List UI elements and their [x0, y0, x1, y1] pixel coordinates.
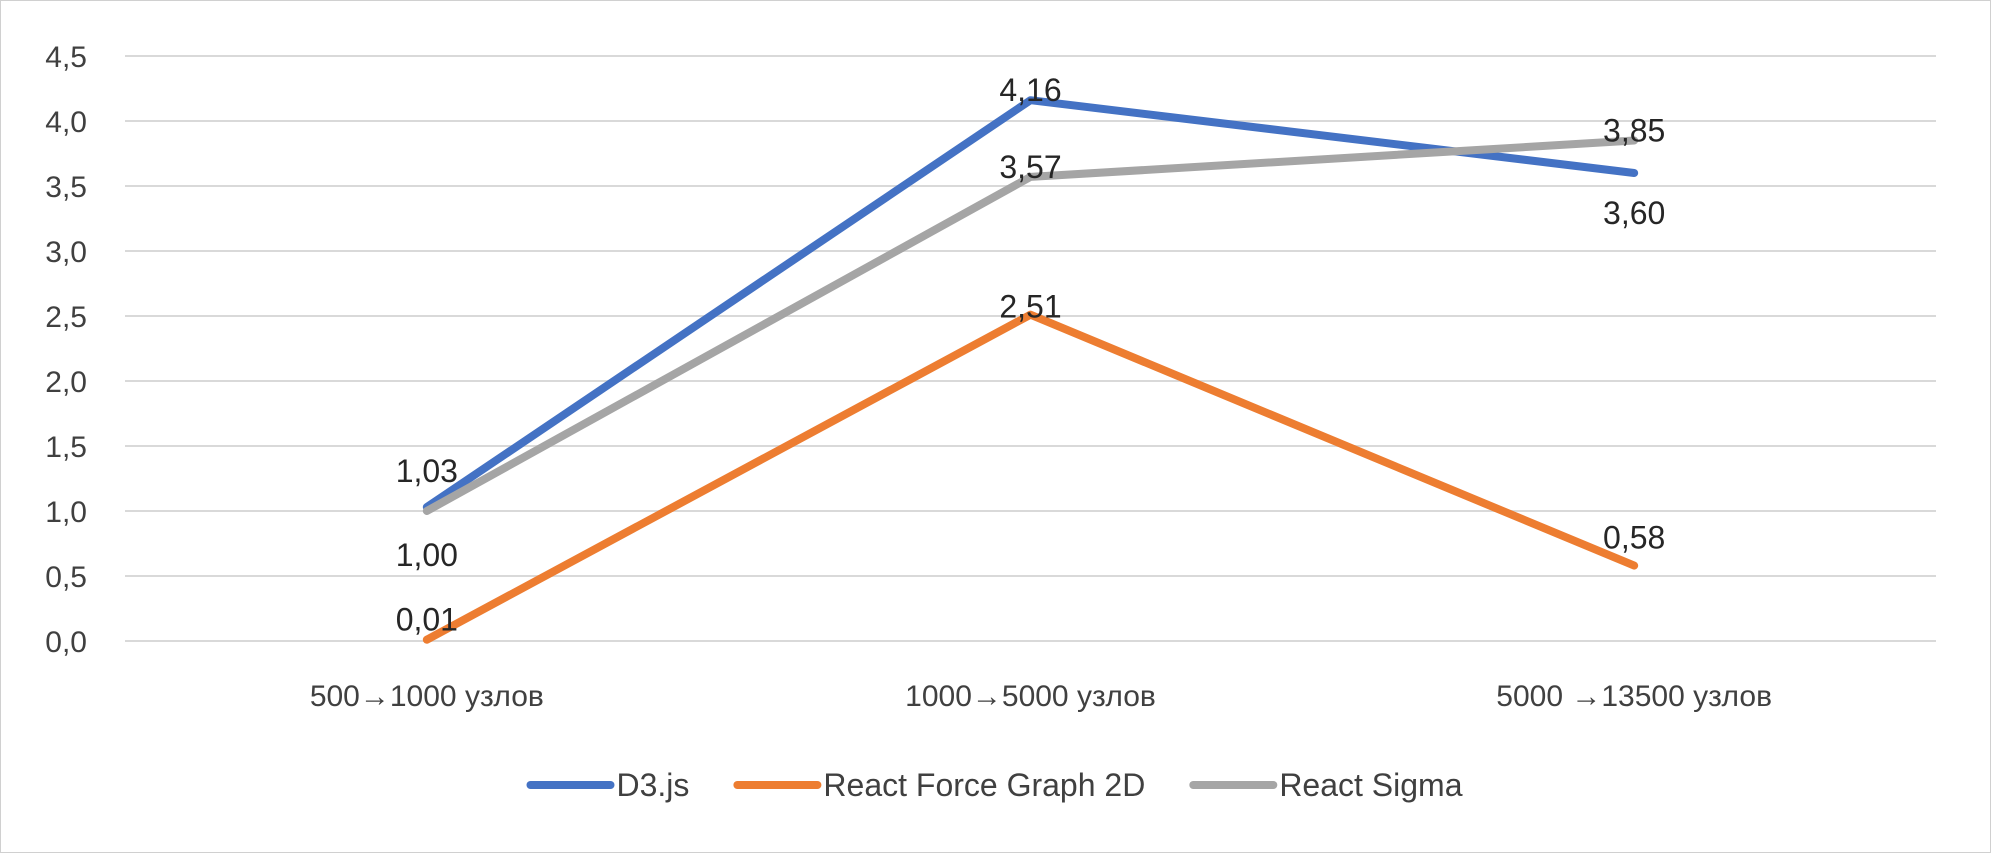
- legend: D3.js React Force Graph 2D React Sigma: [526, 767, 1463, 803]
- legend-label: D3.js: [617, 767, 690, 803]
- x-category-label: 5000 →13500 узлов: [1496, 680, 1772, 713]
- legend-label: React Sigma: [1279, 767, 1462, 803]
- x-category-label: 500→1000 узлов: [310, 680, 544, 713]
- series-lines: [422, 96, 1639, 644]
- data-label: 3,57: [999, 149, 1061, 185]
- y-tick-label: 1,0: [45, 496, 87, 529]
- x-category-label: 1000→5000 узлов: [905, 680, 1156, 713]
- y-tick-label: 1,5: [45, 431, 87, 464]
- y-tick-label: 4,5: [45, 41, 87, 74]
- data-label: 4,16: [999, 72, 1061, 108]
- y-axis: 0,0 0,5 1,0 1,5 2,0 2,5 3,0 3,5 4,0 4,5: [45, 41, 87, 659]
- y-tick-label: 3,0: [45, 236, 87, 269]
- data-label: 0,58: [1603, 520, 1665, 556]
- data-label: 3,85: [1603, 113, 1665, 149]
- series-line-2: [422, 136, 1639, 515]
- data-labels: 1,03 4,16 3,60 0,01 2,51 0,58 1,00 3,57 3,85: [396, 72, 1666, 638]
- x-axis: 500→1000 узлов 1000→5000 узлов 5000 →13500…: [310, 680, 1772, 713]
- y-tick-label: 0,5: [45, 561, 87, 594]
- y-tick-label: 4,0: [45, 106, 87, 139]
- data-label: 2,51: [999, 289, 1061, 325]
- y-tick-label: 2,5: [45, 301, 87, 334]
- y-tick-label: 3,5: [45, 171, 87, 204]
- data-label: 3,60: [1603, 195, 1665, 231]
- data-label: 1,00: [396, 537, 458, 573]
- series-line-1: [422, 310, 1639, 644]
- data-label: 0,01: [396, 602, 458, 638]
- data-label: 1,03: [396, 453, 458, 489]
- y-tick-label: 2,0: [45, 366, 87, 399]
- legend-label: React Force Graph 2D: [823, 767, 1145, 803]
- y-tick-label: 0,0: [45, 626, 87, 659]
